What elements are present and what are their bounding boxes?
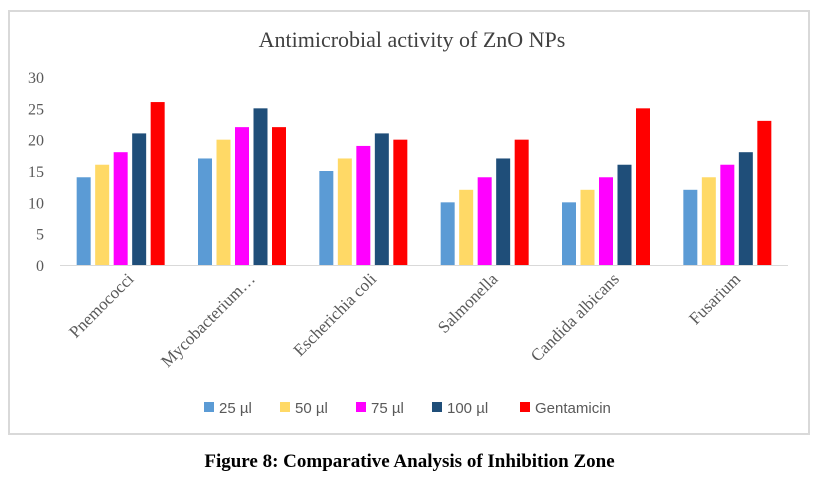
bar bbox=[440, 202, 455, 265]
bar bbox=[95, 164, 110, 265]
legend-label: 75 µl bbox=[371, 400, 404, 417]
bar bbox=[76, 177, 91, 265]
legend-swatch bbox=[356, 402, 366, 412]
x-category-label: Pnemococci bbox=[65, 269, 137, 341]
x-category-label: Fusarium bbox=[685, 269, 744, 328]
y-tick-label: 5 bbox=[36, 227, 44, 244]
bar bbox=[617, 164, 632, 265]
legend-item: Gentamicin bbox=[520, 400, 611, 417]
legend-swatch bbox=[432, 402, 442, 412]
legend-swatch bbox=[520, 402, 530, 412]
bar bbox=[113, 152, 128, 265]
bar-chart: Antimicrobial activity of ZnO NPs 0 5 10 15… bbox=[28, 27, 788, 417]
bar bbox=[150, 102, 165, 265]
bar bbox=[477, 177, 492, 265]
bar bbox=[356, 145, 371, 265]
bar bbox=[374, 133, 389, 265]
legend-swatch bbox=[204, 402, 214, 412]
legend-label: Gentamicin bbox=[535, 400, 611, 417]
x-category-label: Salmonella bbox=[434, 269, 502, 337]
y-tick-label: 15 bbox=[28, 164, 44, 181]
bar bbox=[757, 120, 772, 265]
bar bbox=[198, 158, 212, 265]
legend-item: 50 µl bbox=[280, 400, 328, 417]
x-category-label: Mycobacterium… bbox=[157, 269, 259, 371]
chart-title: Antimicrobial activity of ZnO NPs bbox=[259, 27, 566, 52]
chart-frame bbox=[8, 10, 810, 435]
bar bbox=[599, 177, 613, 265]
bar bbox=[235, 127, 249, 265]
legend-label: 50 µl bbox=[295, 400, 328, 417]
bar bbox=[272, 127, 286, 265]
legend-item: 75 µl bbox=[356, 400, 404, 417]
y-tick-label: 0 bbox=[36, 258, 44, 275]
y-tick-label: 25 bbox=[28, 101, 44, 118]
bar bbox=[701, 177, 716, 265]
bar bbox=[514, 139, 529, 265]
bar bbox=[132, 133, 147, 265]
legend-item: 25 µl bbox=[204, 400, 252, 417]
bar bbox=[319, 171, 334, 265]
y-tick-label: 10 bbox=[28, 195, 44, 212]
y-tick-label: 30 bbox=[28, 70, 44, 87]
bar bbox=[496, 158, 511, 265]
bar bbox=[738, 152, 753, 265]
bar bbox=[720, 164, 735, 265]
legend-label: 100 µl bbox=[447, 400, 488, 417]
y-tick-label: 20 bbox=[28, 133, 44, 150]
legend-item: 100 µl bbox=[432, 400, 488, 417]
bar bbox=[459, 189, 474, 265]
bar bbox=[580, 189, 595, 265]
bar bbox=[636, 108, 650, 265]
figure-caption: Figure 8: Comparative Analysis of Inhibi… bbox=[204, 451, 615, 472]
bar bbox=[253, 108, 268, 265]
x-category-label: Candida albicans bbox=[527, 269, 623, 365]
legend-swatch bbox=[280, 402, 290, 412]
x-category-label: Escherichia coli bbox=[290, 269, 381, 360]
bar bbox=[216, 139, 231, 265]
bar bbox=[562, 202, 576, 265]
bar bbox=[393, 139, 408, 265]
bar bbox=[683, 189, 698, 265]
bar bbox=[337, 158, 352, 265]
legend-label: 25 µl bbox=[219, 400, 252, 417]
